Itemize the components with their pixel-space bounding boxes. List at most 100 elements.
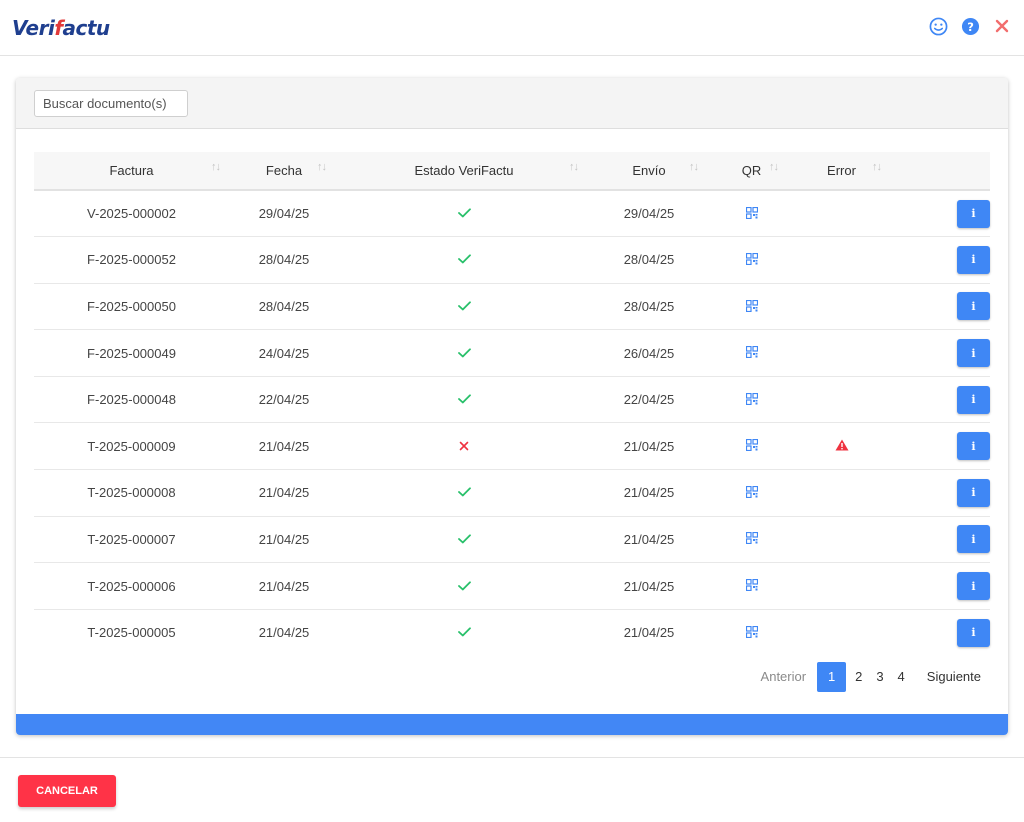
cell-envio: 21/04/25 xyxy=(623,578,675,594)
cell-envio: 21/04/25 xyxy=(623,531,675,547)
sort-arrows-icon[interactable]: ↑↓ xyxy=(317,161,327,173)
cell-estado xyxy=(339,376,589,423)
table-row[interactable]: T-2025-000008 21/04/25 21/04/25 i xyxy=(34,470,990,517)
cell-envio: 28/04/25 xyxy=(623,252,675,268)
table-row[interactable]: T-2025-000005 21/04/25 21/04/25 i xyxy=(34,609,990,656)
cancel-button[interactable]: CANCELAR xyxy=(18,775,116,807)
cell-factura: F-2025-000050 xyxy=(87,298,176,314)
cell-factura: T-2025-000009 xyxy=(87,438,176,454)
table-row[interactable]: F-2025-000048 22/04/25 22/04/25 i xyxy=(34,376,990,423)
cell-qr xyxy=(709,283,794,330)
sort-arrows-icon[interactable]: ↑↓ xyxy=(872,161,882,173)
cell-factura: V-2025-000002 xyxy=(87,206,176,222)
qr-code-icon[interactable] xyxy=(745,392,758,408)
column-header-estado[interactable]: Estado VeriFactu ↑↓ xyxy=(414,161,580,178)
qr-code-icon[interactable] xyxy=(745,532,758,547)
pagination-page-3[interactable]: 3 xyxy=(876,669,884,684)
qr-code-icon[interactable] xyxy=(745,485,758,501)
sort-arrows-icon[interactable]: ↑↓ xyxy=(211,161,221,173)
check-icon xyxy=(457,299,471,314)
check-icon xyxy=(457,485,471,500)
cell-factura: F-2025-000048 xyxy=(87,392,176,408)
table-header-row: Factura ↑↓ Fecha ↑↓ Estado VeriFactu ↑↓ Env… xyxy=(34,152,990,190)
qr-code-icon[interactable] xyxy=(745,252,758,268)
sort-arrows-icon[interactable]: ↑↓ xyxy=(769,161,779,173)
column-header-factura[interactable]: Factura ↑↓ xyxy=(109,161,221,178)
cell-actions: i xyxy=(889,609,990,656)
search-input[interactable] xyxy=(34,90,188,117)
table-row[interactable]: F-2025-000052 28/04/25 28/04/25 i xyxy=(34,237,990,284)
cell-qr xyxy=(709,470,794,517)
cell-envio: 21/04/25 xyxy=(623,438,675,454)
cell-estado xyxy=(339,190,589,237)
cell-envio: 22/04/25 xyxy=(623,392,675,408)
cell-error xyxy=(794,470,889,517)
info-button[interactable]: i xyxy=(957,292,990,321)
close-icon[interactable] xyxy=(992,16,1012,36)
table-row[interactable]: F-2025-000050 28/04/25 28/04/25 i xyxy=(34,283,990,330)
check-icon xyxy=(457,346,471,361)
column-header-error[interactable]: Error ↑↓ xyxy=(827,161,882,178)
qr-code-icon[interactable] xyxy=(745,578,758,594)
table-row[interactable]: F-2025-000049 24/04/25 26/04/25 i xyxy=(34,330,990,377)
column-header-qr[interactable]: QR ↑↓ xyxy=(741,161,779,178)
cell-fecha: 24/04/25 xyxy=(258,345,310,361)
table-row[interactable]: T-2025-000006 21/04/25 21/04/25 i xyxy=(34,563,990,610)
cell-estado xyxy=(339,423,589,470)
pagination-prev[interactable]: Anterior xyxy=(760,669,807,684)
info-button[interactable]: i xyxy=(957,339,990,368)
table-row[interactable]: T-2025-000007 21/04/25 21/04/25 i xyxy=(34,516,990,563)
sort-arrows-icon[interactable]: ↑↓ xyxy=(569,161,579,173)
dialog-footer: CANCELAR xyxy=(0,757,1024,822)
check-icon xyxy=(457,532,471,547)
smiley-icon[interactable] xyxy=(928,16,948,36)
panel-footer-bar xyxy=(16,714,1008,735)
cell-factura: T-2025-000007 xyxy=(87,531,176,547)
cell-error xyxy=(794,190,889,237)
sort-arrows-icon[interactable]: ↑↓ xyxy=(689,161,699,173)
pagination-page-2[interactable]: 2 xyxy=(855,669,863,684)
info-button[interactable]: i xyxy=(957,385,990,414)
cell-actions: i xyxy=(889,470,990,517)
check-icon xyxy=(457,392,471,407)
cell-factura: T-2025-000005 xyxy=(87,625,176,641)
info-button[interactable]: i xyxy=(957,618,990,647)
pagination: Anterior 1 2 3 4 Siguiente xyxy=(754,662,988,692)
info-button[interactable]: i xyxy=(957,525,990,554)
info-button[interactable]: i xyxy=(957,199,990,228)
qr-code-icon[interactable] xyxy=(745,439,758,454)
check-icon xyxy=(457,252,471,267)
help-icon[interactable]: ? xyxy=(960,16,980,36)
info-button[interactable]: i xyxy=(957,478,990,507)
cell-qr xyxy=(709,330,794,377)
cell-envio: 21/04/25 xyxy=(623,625,675,641)
qr-code-icon[interactable] xyxy=(745,346,758,361)
panel-header xyxy=(16,78,1008,129)
cell-actions: i xyxy=(889,563,990,610)
check-icon xyxy=(457,206,471,221)
info-button[interactable]: i xyxy=(957,245,990,274)
documents-panel: Factura↑↓ Fecha↑↓ Estado VeriFactu↑↓ Env… xyxy=(16,78,1008,735)
pagination-page-1[interactable]: 1 xyxy=(817,662,847,692)
table-body: V-2025-000002 29/04/25 29/04/25 i F-2025-000… xyxy=(34,190,990,656)
cell-error xyxy=(794,563,889,610)
warning-triangle-icon[interactable] xyxy=(835,439,849,454)
verifactu-logo: Verifactu xyxy=(12,16,110,40)
cell-qr xyxy=(709,376,794,423)
table-row[interactable]: T-2025-000009 21/04/25 21/04/25 i xyxy=(34,423,990,470)
info-button[interactable]: i xyxy=(957,432,990,461)
cell-error xyxy=(794,516,889,563)
cell-estado xyxy=(339,330,589,377)
info-button[interactable]: i xyxy=(957,572,990,601)
column-header-fecha[interactable]: Fecha ↑↓ xyxy=(265,161,327,178)
svg-text:?: ? xyxy=(967,19,974,33)
table-row[interactable]: V-2025-000002 29/04/25 29/04/25 i xyxy=(34,190,990,237)
qr-code-icon[interactable] xyxy=(745,625,758,641)
column-header-envio[interactable]: Envío ↑↓ xyxy=(632,161,699,178)
qr-code-icon[interactable] xyxy=(745,206,758,222)
pagination-next[interactable]: Siguiente xyxy=(926,669,981,684)
pagination-page-4[interactable]: 4 xyxy=(897,669,905,684)
qr-code-icon[interactable] xyxy=(745,299,758,315)
cell-estado xyxy=(339,609,589,656)
cell-actions: i xyxy=(889,237,990,284)
